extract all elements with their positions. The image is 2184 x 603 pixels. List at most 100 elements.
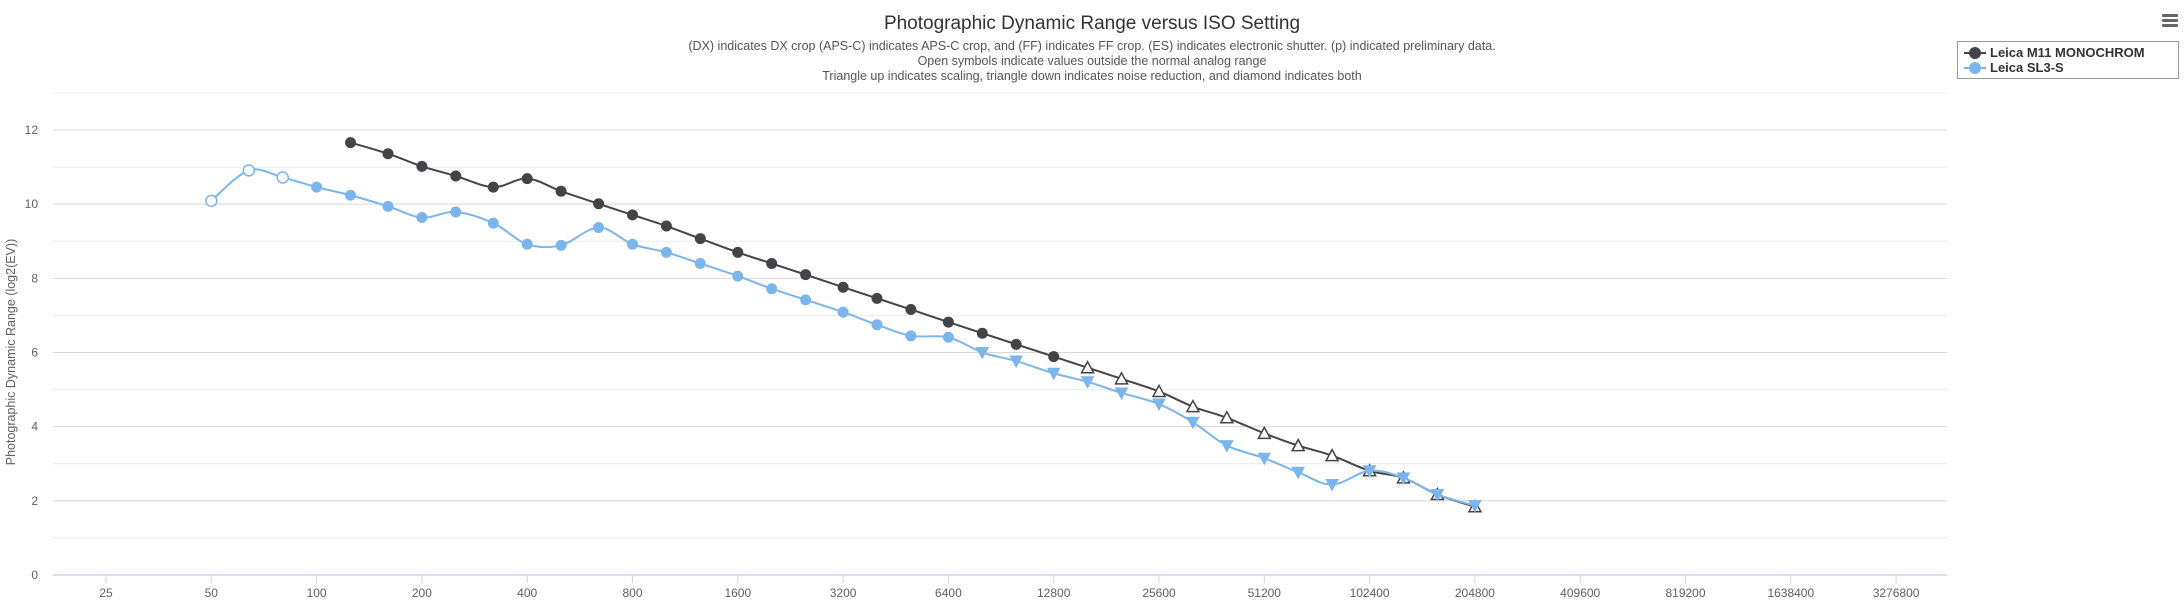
- chart-subtitle-3: Triangle up indicates scaling, triangle …: [822, 69, 1362, 83]
- x-tick-label: 3200: [830, 586, 857, 600]
- data-point: [487, 181, 499, 193]
- x-tick-label: 6400: [935, 586, 962, 600]
- data-point: [1257, 425, 1272, 440]
- data-point: [1291, 466, 1306, 480]
- data-point: [450, 170, 462, 182]
- legend-marker-icon: [1964, 46, 1986, 59]
- y-tick-label: 4: [31, 420, 38, 434]
- x-tick-label: 100: [307, 586, 327, 600]
- x-tick-label: 25600: [1142, 586, 1176, 600]
- x-axis: 25 50 100 200 400 800 1600 3200 6400 12800 25600 51…: [99, 575, 1920, 600]
- data-point: [242, 164, 256, 177]
- x-tick-label: 12800: [1037, 586, 1071, 600]
- data-point: [1362, 465, 1377, 478]
- data-point: [382, 148, 394, 160]
- chart-subtitle-1: (DX) indicates DX crop (APS-C) indicates…: [688, 39, 1495, 53]
- x-tick-label: 102400: [1350, 586, 1390, 600]
- data-point: [450, 206, 462, 218]
- y-tick-label: 0: [31, 568, 38, 582]
- data-point: [1048, 351, 1060, 363]
- x-tick-label: 1638400: [1767, 586, 1814, 600]
- x-tick-label: 400: [517, 586, 537, 600]
- legend-label: Leica M11 MONOCHROM: [1990, 45, 2145, 60]
- data-point: [276, 171, 289, 184]
- x-tick-label: 204800: [1455, 586, 1495, 600]
- data-point: [344, 189, 356, 201]
- data-point: [800, 269, 812, 281]
- data-point: [871, 319, 883, 331]
- chart-title: Photographic Dynamic Range versus ISO Se…: [884, 13, 1300, 34]
- data-point: [660, 220, 672, 232]
- series-line: [350, 141, 1476, 508]
- grid: [53, 92, 1947, 576]
- data-point: [521, 238, 533, 250]
- data-point: [905, 303, 917, 315]
- x-tick-label: 1600: [724, 586, 751, 600]
- data-point: [694, 233, 706, 245]
- data-point: [593, 198, 605, 210]
- x-tick-label: 409600: [1560, 586, 1600, 600]
- data-point: [382, 200, 394, 212]
- chart-menu-button[interactable]: [2162, 14, 2178, 28]
- data-point: [1152, 398, 1166, 412]
- data-point: [416, 160, 428, 172]
- x-tick-label: 819200: [1665, 586, 1705, 600]
- y-tick-label: 2: [31, 494, 38, 508]
- data-point: [1219, 440, 1234, 453]
- data-point: [593, 222, 605, 234]
- data-point: [1010, 338, 1022, 350]
- data-point: [975, 347, 990, 360]
- y-tick-label: 8: [31, 271, 38, 285]
- x-tick-label: 200: [412, 586, 432, 600]
- data-point: [942, 331, 954, 343]
- data-point: [555, 239, 567, 251]
- data-point: [627, 238, 638, 250]
- data-point: [1114, 387, 1129, 400]
- legend-item-m11-monochrom[interactable]: Leica M11 MONOCHROM: [1964, 45, 2172, 60]
- data-point: [1396, 472, 1411, 485]
- y-axis: 0 2 4 6 8 10 12: [25, 123, 39, 582]
- y-tick-label: 6: [31, 346, 38, 360]
- data-point: [871, 292, 883, 304]
- data-point: [942, 316, 954, 328]
- data-point: [1151, 383, 1167, 398]
- x-tick-label: 50: [205, 586, 219, 600]
- data-point: [1046, 367, 1061, 381]
- x-tick-label: 25: [99, 586, 113, 600]
- data-point: [1186, 416, 1200, 430]
- series-m11-monochrom: [344, 137, 1483, 513]
- data-point: [1080, 360, 1095, 374]
- data-point: [487, 217, 499, 229]
- y-axis-label: Photographic Dynamic Range (log2(EV)): [4, 239, 18, 466]
- data-point: [905, 330, 917, 342]
- legend-marker-icon: [1964, 61, 1986, 74]
- data-point: [1080, 376, 1095, 389]
- data-point: [416, 212, 428, 224]
- data-point: [1219, 410, 1235, 424]
- legend: Leica M11 MONOCHROM Leica SL3-S: [1957, 41, 2179, 79]
- data-point: [627, 209, 638, 221]
- series-layer: [205, 137, 1483, 513]
- x-tick-label: 3276800: [1873, 586, 1920, 600]
- data-point: [1114, 371, 1129, 385]
- data-point: [344, 137, 356, 149]
- data-point: [555, 185, 567, 197]
- data-point: [837, 281, 849, 293]
- legend-label: Leica SL3-S: [1990, 60, 2064, 75]
- data-point: [800, 294, 812, 306]
- data-point: [660, 246, 672, 258]
- y-tick-label: 10: [25, 197, 39, 211]
- series-line: [210, 168, 1476, 507]
- data-point: [976, 327, 988, 339]
- legend-item-sl3-s[interactable]: Leica SL3-S: [1964, 60, 2172, 75]
- data-point: [694, 258, 706, 269]
- data-point: [521, 173, 533, 185]
- x-tick-label: 800: [622, 586, 642, 600]
- data-point: [1257, 452, 1272, 466]
- data-point: [837, 306, 849, 318]
- data-point: [1430, 489, 1445, 502]
- data-point: [205, 194, 218, 208]
- data-point: [1009, 355, 1024, 369]
- data-point: [1324, 448, 1340, 462]
